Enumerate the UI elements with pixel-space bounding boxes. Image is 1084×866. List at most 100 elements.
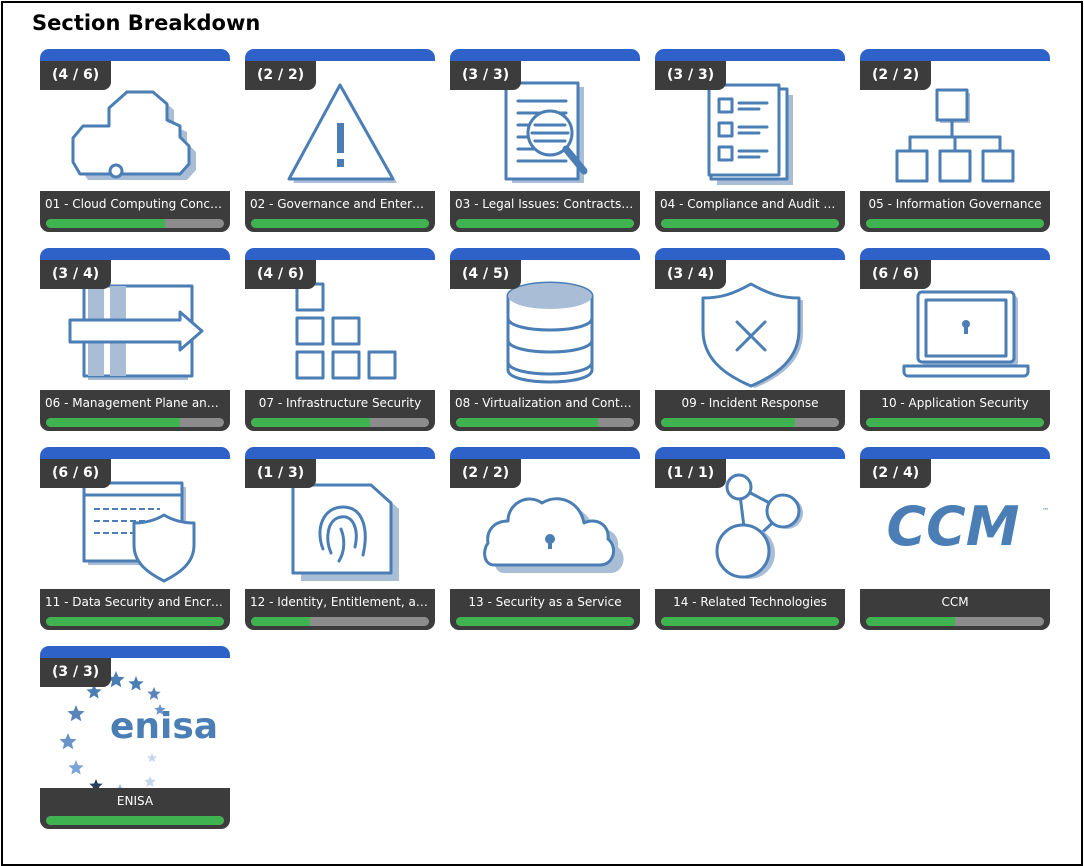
laptop-lock-icon [902, 290, 1030, 378]
section-score-badge: (3 / 4) [655, 260, 727, 289]
card-image [245, 260, 435, 390]
card-header-bar [860, 248, 1050, 260]
section-card[interactable]: (2 / 2) 05 - Information Governance [860, 49, 1050, 232]
section-progress-bar [456, 219, 634, 228]
warning-icon [287, 83, 397, 183]
section-card[interactable]: (4 / 6) 01 - Cloud Computing Concep... [40, 49, 230, 232]
section-card[interactable]: (3 / 4) 06 - Management Plane and B... [40, 248, 230, 431]
section-card[interactable]: enisa (3 / 3) ENISA [40, 646, 230, 829]
section-progress-fill [661, 418, 795, 427]
section-card[interactable]: (6 / 6) 11 - Data Security and Encrypt... [40, 447, 230, 630]
card-header-bar [245, 248, 435, 260]
section-card[interactable]: (1 / 3) 12 - Identity, Entitlement, and .… [245, 447, 435, 630]
section-card[interactable]: (3 / 3) 03 - Legal Issues: Contracts a... [450, 49, 640, 232]
card-footer: 14 - Related Technologies [655, 589, 845, 630]
network-nodes-icon [715, 473, 803, 579]
section-progress-fill [46, 816, 224, 825]
section-card[interactable]: (1 / 1) 14 - Related Technologies [655, 447, 845, 630]
document-search-icon [504, 81, 588, 183]
card-footer: 04 - Compliance and Audit Ma... [655, 191, 845, 232]
section-progress-bar [46, 816, 224, 825]
section-progress-fill [661, 219, 839, 228]
section-title: 08 - Virtualization and Contai... [455, 396, 635, 410]
section-card[interactable]: (2 / 2) 13 - Security as a Service [450, 447, 640, 630]
card-footer: 13 - Security as a Service [450, 589, 640, 630]
card-header-bar [860, 447, 1050, 459]
section-title: 10 - Application Security [881, 396, 1029, 410]
section-progress-bar [251, 219, 429, 228]
section-progress-fill [251, 418, 371, 427]
section-title: 02 - Governance and Enterpri... [250, 197, 430, 211]
section-card[interactable]: (4 / 6) 07 - Infrastructure Security [245, 248, 435, 431]
section-score-badge: (2 / 2) [245, 61, 317, 90]
card-header-bar [860, 49, 1050, 61]
card-image [245, 459, 435, 589]
card-header-bar [245, 49, 435, 61]
section-progress-bar [251, 418, 429, 427]
section-card[interactable]: (4 / 5) 08 - Virtualization and Contai... [450, 248, 640, 431]
section-progress-fill [46, 219, 166, 228]
card-header-bar [450, 49, 640, 61]
section-title: 04 - Compliance and Audit Ma... [660, 197, 840, 211]
section-progress-fill [866, 617, 955, 626]
enisa-logo-text: enisa [110, 706, 218, 747]
section-progress-bar [46, 617, 224, 626]
section-score-badge: (6 / 6) [860, 260, 932, 289]
section-progress-bar [456, 418, 634, 427]
card-header-bar [655, 248, 845, 260]
section-score-badge: (3 / 3) [450, 61, 522, 90]
section-title: 07 - Infrastructure Security [258, 396, 422, 410]
section-card[interactable]: (2 / 2) 02 - Governance and Enterpri... [245, 49, 435, 232]
section-card[interactable]: (3 / 3) 04 - Compliance and Audit Ma... [655, 49, 845, 232]
section-score-badge: (2 / 2) [860, 61, 932, 90]
ccm-logo-text: CCM [887, 495, 1020, 558]
section-progress-bar [866, 219, 1044, 228]
section-score-badge: (3 / 3) [655, 61, 727, 90]
card-header-bar [40, 447, 230, 459]
section-progress-fill [46, 617, 224, 626]
section-score-badge: (3 / 3) [40, 658, 112, 687]
section-title: 09 - Incident Response [681, 396, 819, 410]
plane-arrow-icon [68, 284, 204, 380]
window-shield-icon [82, 481, 196, 583]
card-footer: 03 - Legal Issues: Contracts a... [450, 191, 640, 232]
card-header-bar [245, 447, 435, 459]
section-title: 14 - Related Technologies [673, 595, 827, 609]
section-card[interactable]: (3 / 4) 09 - Incident Response [655, 248, 845, 431]
card-footer: 12 - Identity, Entitlement, and ... [245, 589, 435, 630]
section-title: 13 - Security as a Service [468, 595, 622, 609]
shield-x-icon [701, 282, 803, 388]
card-footer: 08 - Virtualization and Contai... [450, 390, 640, 431]
section-progress-bar [866, 418, 1044, 427]
section-title: ENISA [116, 794, 154, 808]
card-header-bar [655, 447, 845, 459]
checklist-icon [707, 83, 793, 185]
section-score-badge: (3 / 4) [40, 260, 112, 289]
card-header-bar [655, 49, 845, 61]
section-score-badge: (4 / 6) [40, 61, 112, 90]
ccm-logo: CCM ™ [887, 495, 1050, 558]
section-progress-bar [46, 219, 224, 228]
card-header-bar [40, 49, 230, 61]
section-card[interactable]: CCM ™ (2 / 4) CCM [860, 447, 1050, 630]
section-score-badge: (2 / 2) [450, 459, 522, 488]
section-progress-bar [456, 617, 634, 626]
cloud-lock-icon [483, 497, 624, 573]
section-progress-fill [251, 617, 310, 626]
section-progress-fill [251, 219, 429, 228]
card-footer: CCM [860, 589, 1050, 630]
section-card[interactable]: (6 / 6) 10 - Application Security [860, 248, 1050, 431]
svg-text:™: ™ [1042, 507, 1049, 515]
database-icon [506, 281, 594, 384]
card-footer: 06 - Management Plane and B... [40, 390, 230, 431]
section-progress-bar [251, 617, 429, 626]
section-progress-bar [661, 219, 839, 228]
section-title: 03 - Legal Issues: Contracts a... [455, 197, 635, 211]
stacked-blocks-icon [295, 282, 397, 380]
card-header-bar [40, 248, 230, 260]
card-footer: 01 - Cloud Computing Concep... [40, 191, 230, 232]
section-score-badge: (1 / 1) [655, 459, 727, 488]
section-progress-fill [456, 617, 634, 626]
section-title: CCM [941, 595, 969, 609]
